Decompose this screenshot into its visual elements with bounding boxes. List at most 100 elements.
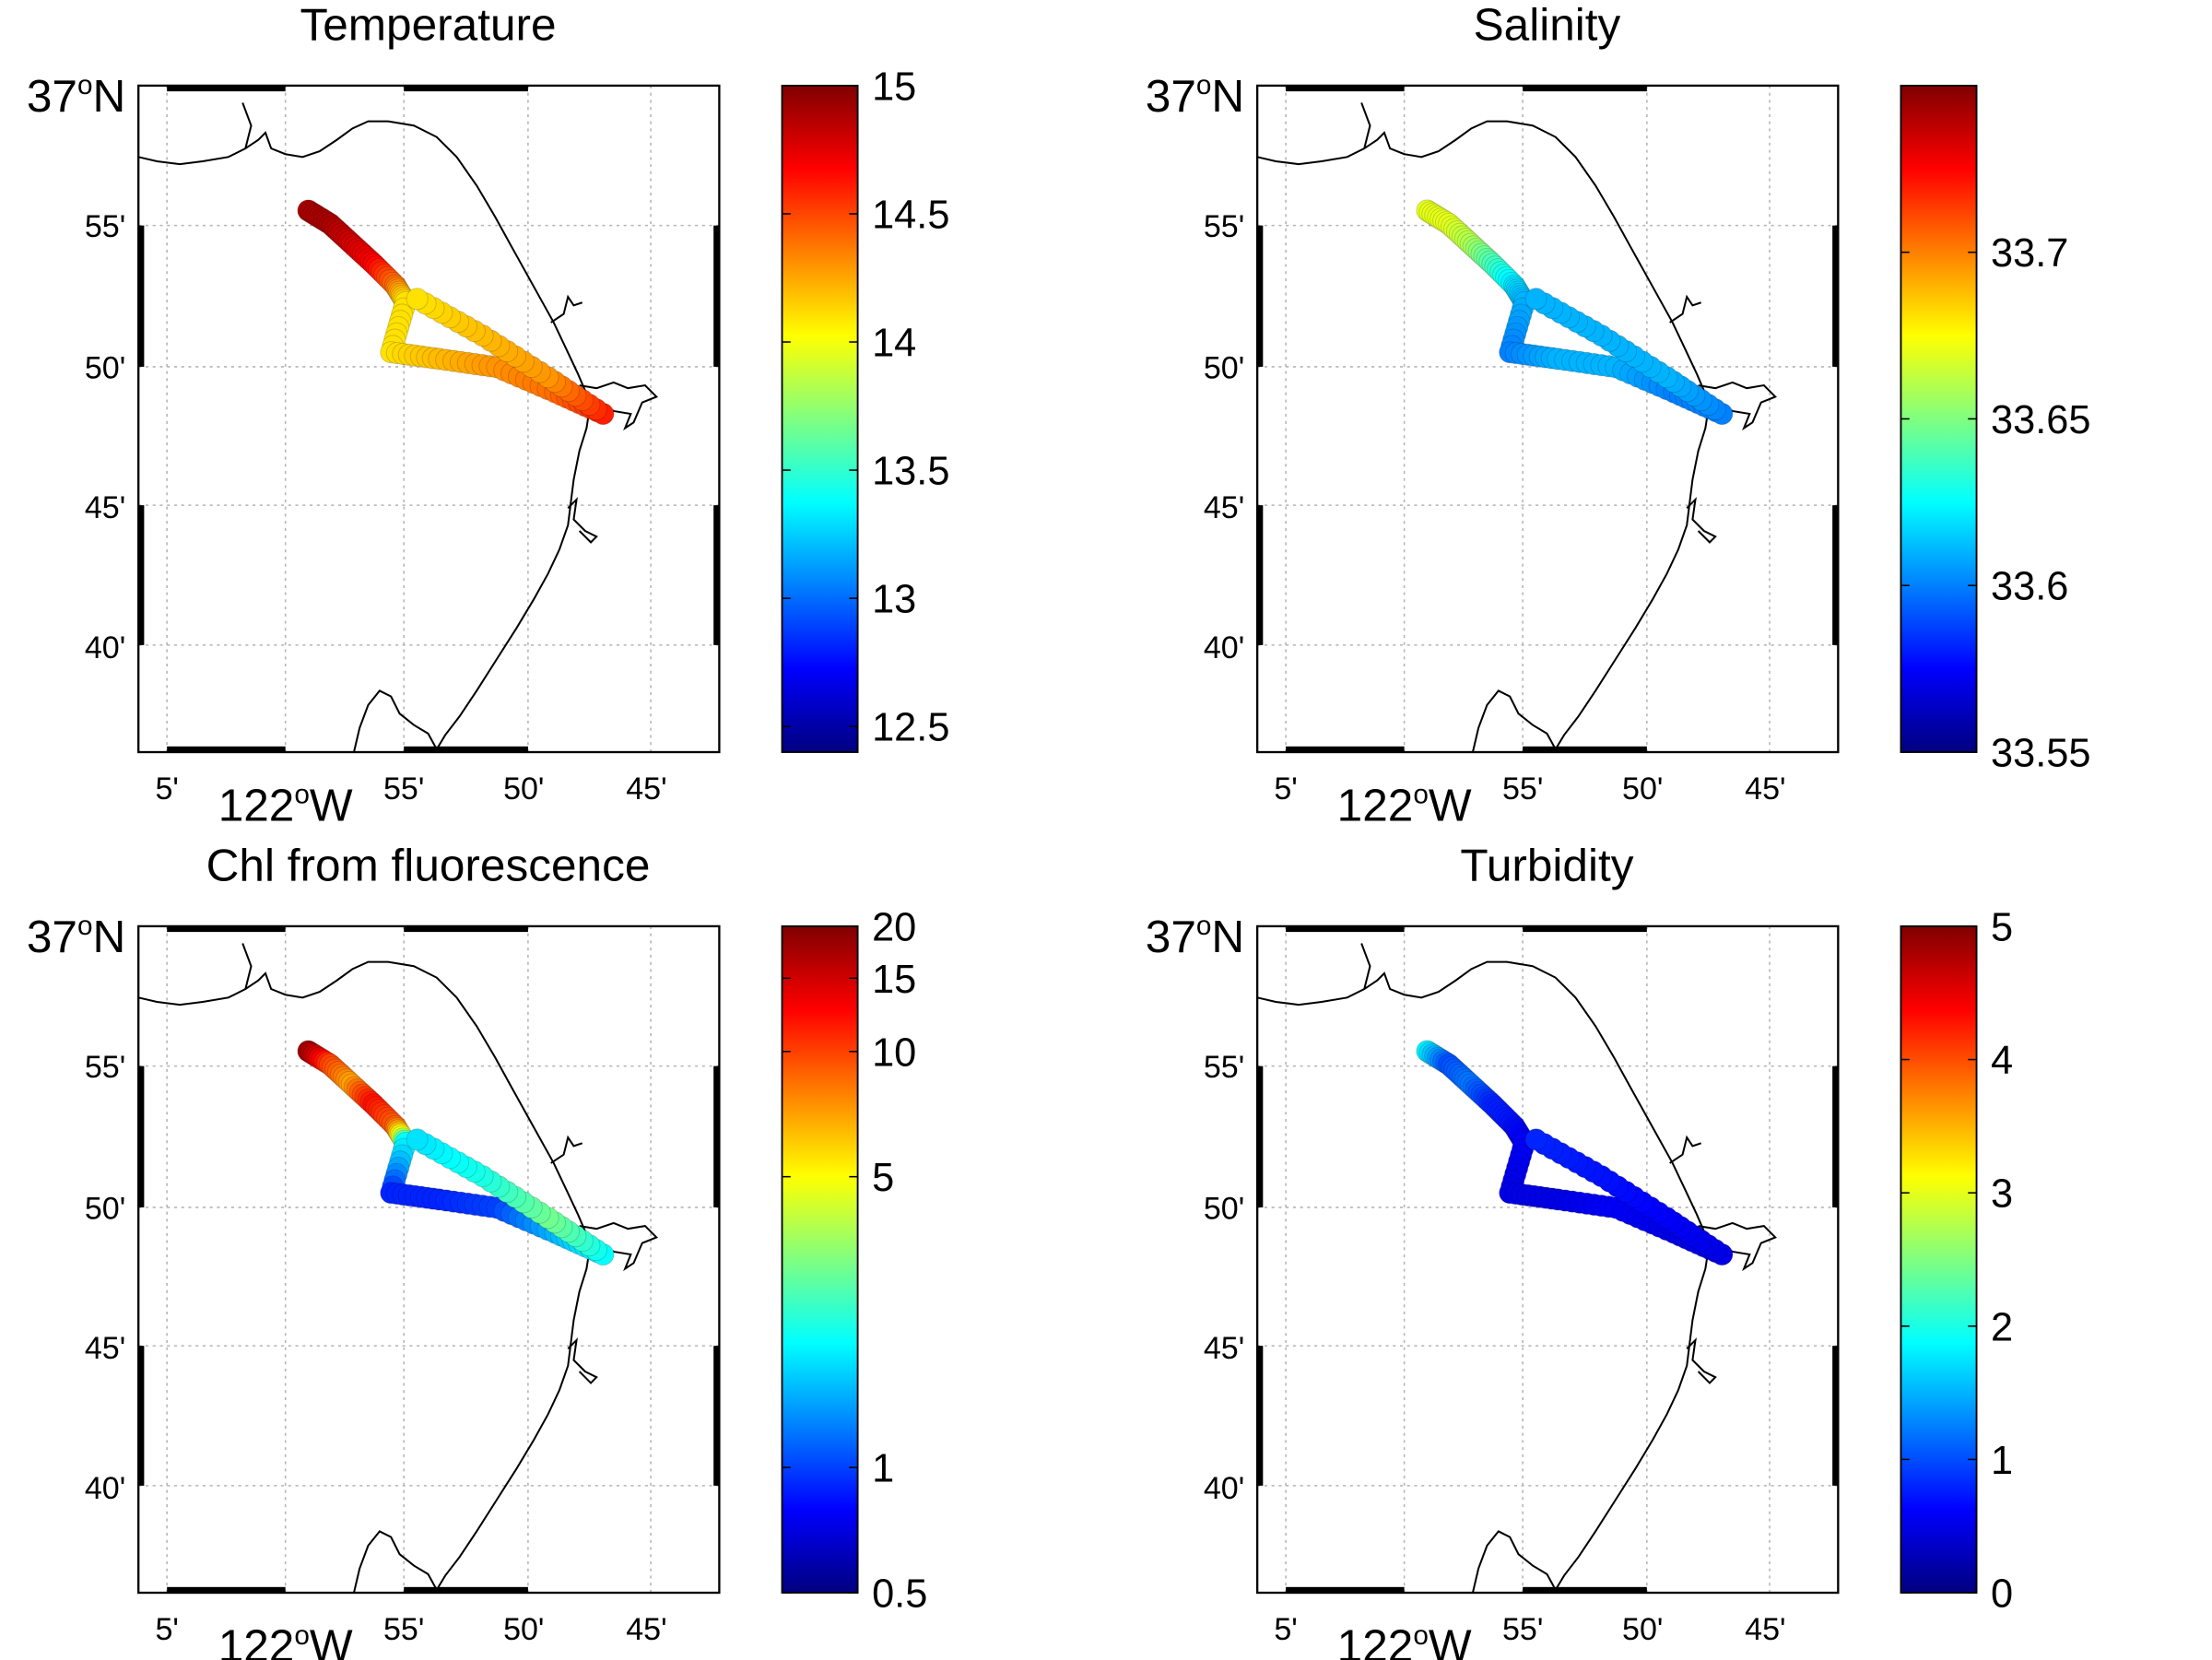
x-tick-label: 55'	[383, 771, 424, 806]
y-tick-label: 50'	[85, 350, 125, 385]
y-tick-label: 55'	[85, 1050, 125, 1085]
colorbar-tick-label: 15	[872, 65, 916, 109]
x-tick-label: 55'	[1502, 771, 1543, 806]
colorbar-tick-label: 3	[1991, 1172, 2013, 1217]
frame-segment	[1832, 1346, 1839, 1486]
colorbar-tick-label: 33.55	[1991, 731, 2090, 775]
frame-segment	[1286, 746, 1405, 753]
y-tick-label: 45'	[1204, 1331, 1244, 1366]
frame-segment	[138, 505, 145, 645]
frame-segment	[713, 1065, 720, 1207]
coastline	[1256, 120, 1710, 750]
x-tick-label: 55'	[383, 1612, 424, 1647]
frame-segment	[1286, 85, 1405, 92]
x-tick-label: 122oW	[218, 780, 353, 831]
colorbar-tick-label: 20	[872, 905, 916, 949]
frame-segment	[1257, 1065, 1264, 1207]
map-area	[1257, 925, 1839, 1594]
frame-segment	[167, 85, 286, 92]
frame-segment	[1832, 505, 1839, 645]
colorbar	[1900, 924, 1978, 1594]
track-point	[406, 288, 429, 311]
frame-segment	[1286, 925, 1405, 933]
x-tick-label: 50'	[1622, 771, 1663, 806]
x-tick-label: 50'	[503, 771, 544, 806]
y-tick-label: 37oN	[1146, 70, 1244, 122]
y-tick-label: 50'	[1204, 1191, 1244, 1226]
x-tick-label: 55'	[1502, 1612, 1543, 1647]
frame-segment	[167, 1586, 286, 1594]
coastline	[1360, 943, 1371, 990]
frame-segment	[1832, 1065, 1839, 1207]
x-tick-label: 5'	[155, 771, 178, 806]
y-tick-label: 40'	[1204, 1471, 1244, 1506]
colorbar-tick-label: 33.7	[1991, 231, 2068, 276]
colorbar-tick-label: 1	[872, 1447, 894, 1491]
frame-segment	[167, 746, 286, 753]
colorbar-tick-label: 33.65	[1991, 398, 2090, 442]
coastline	[1471, 1530, 1557, 1594]
colorbar-tick-label: 14	[872, 322, 916, 366]
coastline	[1698, 381, 1778, 431]
map-panel: Temperature 5' 122oW 55' 50' 45' 37oN 55' 50' 45'…	[27, 0, 950, 830]
x-tick-label: 45'	[1745, 771, 1785, 806]
x-tick-label: 5'	[1274, 1612, 1297, 1647]
x-tick-label: 122oW	[218, 1620, 353, 1660]
frame-segment	[167, 925, 286, 933]
frame-segment	[404, 85, 528, 92]
panel-title: Turbidity	[1460, 840, 1633, 890]
coastline	[353, 1530, 438, 1594]
y-tick-label: 50'	[85, 1191, 125, 1226]
x-tick-label: 45'	[626, 771, 666, 806]
colorbar	[1900, 84, 1978, 753]
frame-segment	[1257, 505, 1264, 645]
colorbar-tick-label: 4	[1991, 1039, 2013, 1083]
coastline	[1471, 689, 1557, 753]
y-tick-label: 55'	[1204, 1050, 1244, 1085]
track-point	[406, 1128, 429, 1151]
y-tick-label: 40'	[1204, 630, 1244, 665]
y-tick-label: 37oN	[27, 911, 125, 962]
map-panel: Chl from fluorescence 5' 122oW 55' 50' 45' 37o…	[27, 840, 928, 1660]
coastline	[1686, 1337, 1717, 1384]
frame-segment	[1523, 1586, 1647, 1594]
frame-segment	[1286, 1586, 1405, 1594]
coastline	[241, 943, 253, 990]
coastline	[241, 102, 253, 149]
coastline	[567, 497, 598, 544]
y-tick-label: 40'	[85, 1471, 125, 1506]
coastline	[137, 960, 591, 1591]
x-tick-label: 122oW	[1337, 1620, 1472, 1660]
x-tick-label: 5'	[1274, 771, 1297, 806]
coastline	[579, 381, 659, 431]
x-tick-label: 122oW	[1337, 780, 1472, 831]
y-tick-label: 37oN	[27, 70, 125, 122]
colorbar-tick-label: 5	[1991, 905, 2013, 949]
frame-segment	[1523, 746, 1647, 753]
x-tick-label: 50'	[503, 1612, 544, 1647]
coastline	[1686, 497, 1717, 544]
colorbar	[781, 84, 859, 753]
coastline	[1360, 102, 1371, 149]
panel-title: Temperature	[300, 0, 556, 50]
coastline	[1256, 960, 1710, 1591]
map-area	[138, 85, 720, 753]
frame-segment	[1257, 1346, 1264, 1486]
coastline	[353, 689, 438, 753]
colorbar-tick-label: 2	[1991, 1305, 2013, 1349]
colorbar-tick-label: 5	[872, 1156, 894, 1200]
frame-segment	[404, 746, 528, 753]
colorbar-tick-label: 10	[872, 1030, 916, 1075]
colorbar-tick-label: 1	[1991, 1439, 2013, 1483]
y-tick-label: 40'	[85, 630, 125, 665]
x-tick-label: 45'	[1745, 1612, 1785, 1647]
frame-segment	[138, 1065, 145, 1207]
coastline	[550, 1135, 583, 1164]
colorbar-tick-label: 13	[872, 578, 916, 622]
x-tick-label: 5'	[155, 1612, 178, 1647]
x-tick-label: 45'	[626, 1612, 666, 1647]
coastline	[1669, 1135, 1702, 1164]
map-panel: Salinity 5' 122oW 55' 50' 45' 37oN 55' 50' 45' 40'…	[1146, 0, 2091, 830]
frame-segment	[713, 1346, 720, 1486]
